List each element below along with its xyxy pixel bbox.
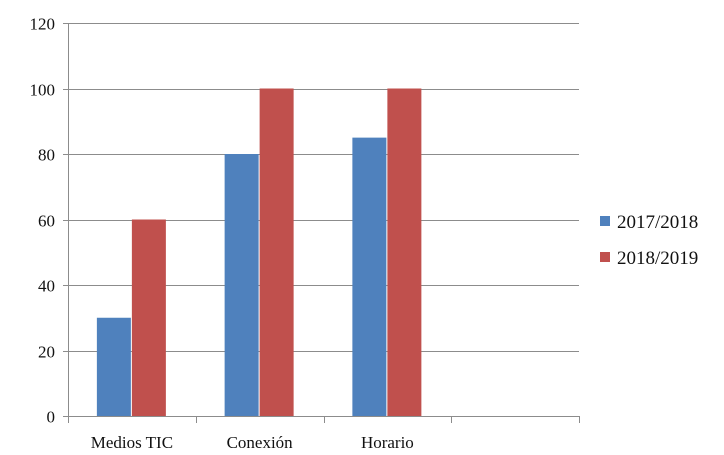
y-tick-label: 80 bbox=[38, 146, 55, 165]
legend: 2017/2018 2018/2019 bbox=[600, 212, 698, 269]
bar-2017-2018-2 bbox=[352, 138, 386, 416]
y-tick-label: 100 bbox=[30, 81, 56, 100]
x-tick-label: Conexión bbox=[227, 433, 294, 452]
bar-2017-2018-0 bbox=[97, 318, 131, 416]
y-tick-label: 20 bbox=[38, 343, 55, 362]
y-tick-labels: 0 20 40 60 80 100 120 bbox=[30, 15, 56, 427]
bar-2018-2019-0 bbox=[132, 220, 166, 417]
y-tick-label: 60 bbox=[38, 212, 55, 231]
bar-2017-2018-1 bbox=[225, 154, 259, 416]
bar-2018-2019-1 bbox=[260, 89, 294, 417]
y-tick-label: 120 bbox=[30, 15, 56, 34]
x-tick-label: Medios TIC bbox=[91, 433, 173, 452]
x-tick-labels: Medios TIC Conexión Horario bbox=[91, 433, 414, 452]
legend-label: 2017/2018 bbox=[617, 212, 698, 233]
legend-swatch bbox=[600, 252, 610, 262]
y-tick-label: 40 bbox=[38, 277, 55, 296]
y-tick-label: 0 bbox=[47, 408, 56, 427]
legend-swatch bbox=[600, 216, 610, 226]
bar-2018-2019-2 bbox=[387, 89, 421, 417]
bars bbox=[97, 89, 422, 417]
x-tick-label: Horario bbox=[361, 433, 414, 452]
legend-label: 2018/2019 bbox=[617, 248, 698, 269]
